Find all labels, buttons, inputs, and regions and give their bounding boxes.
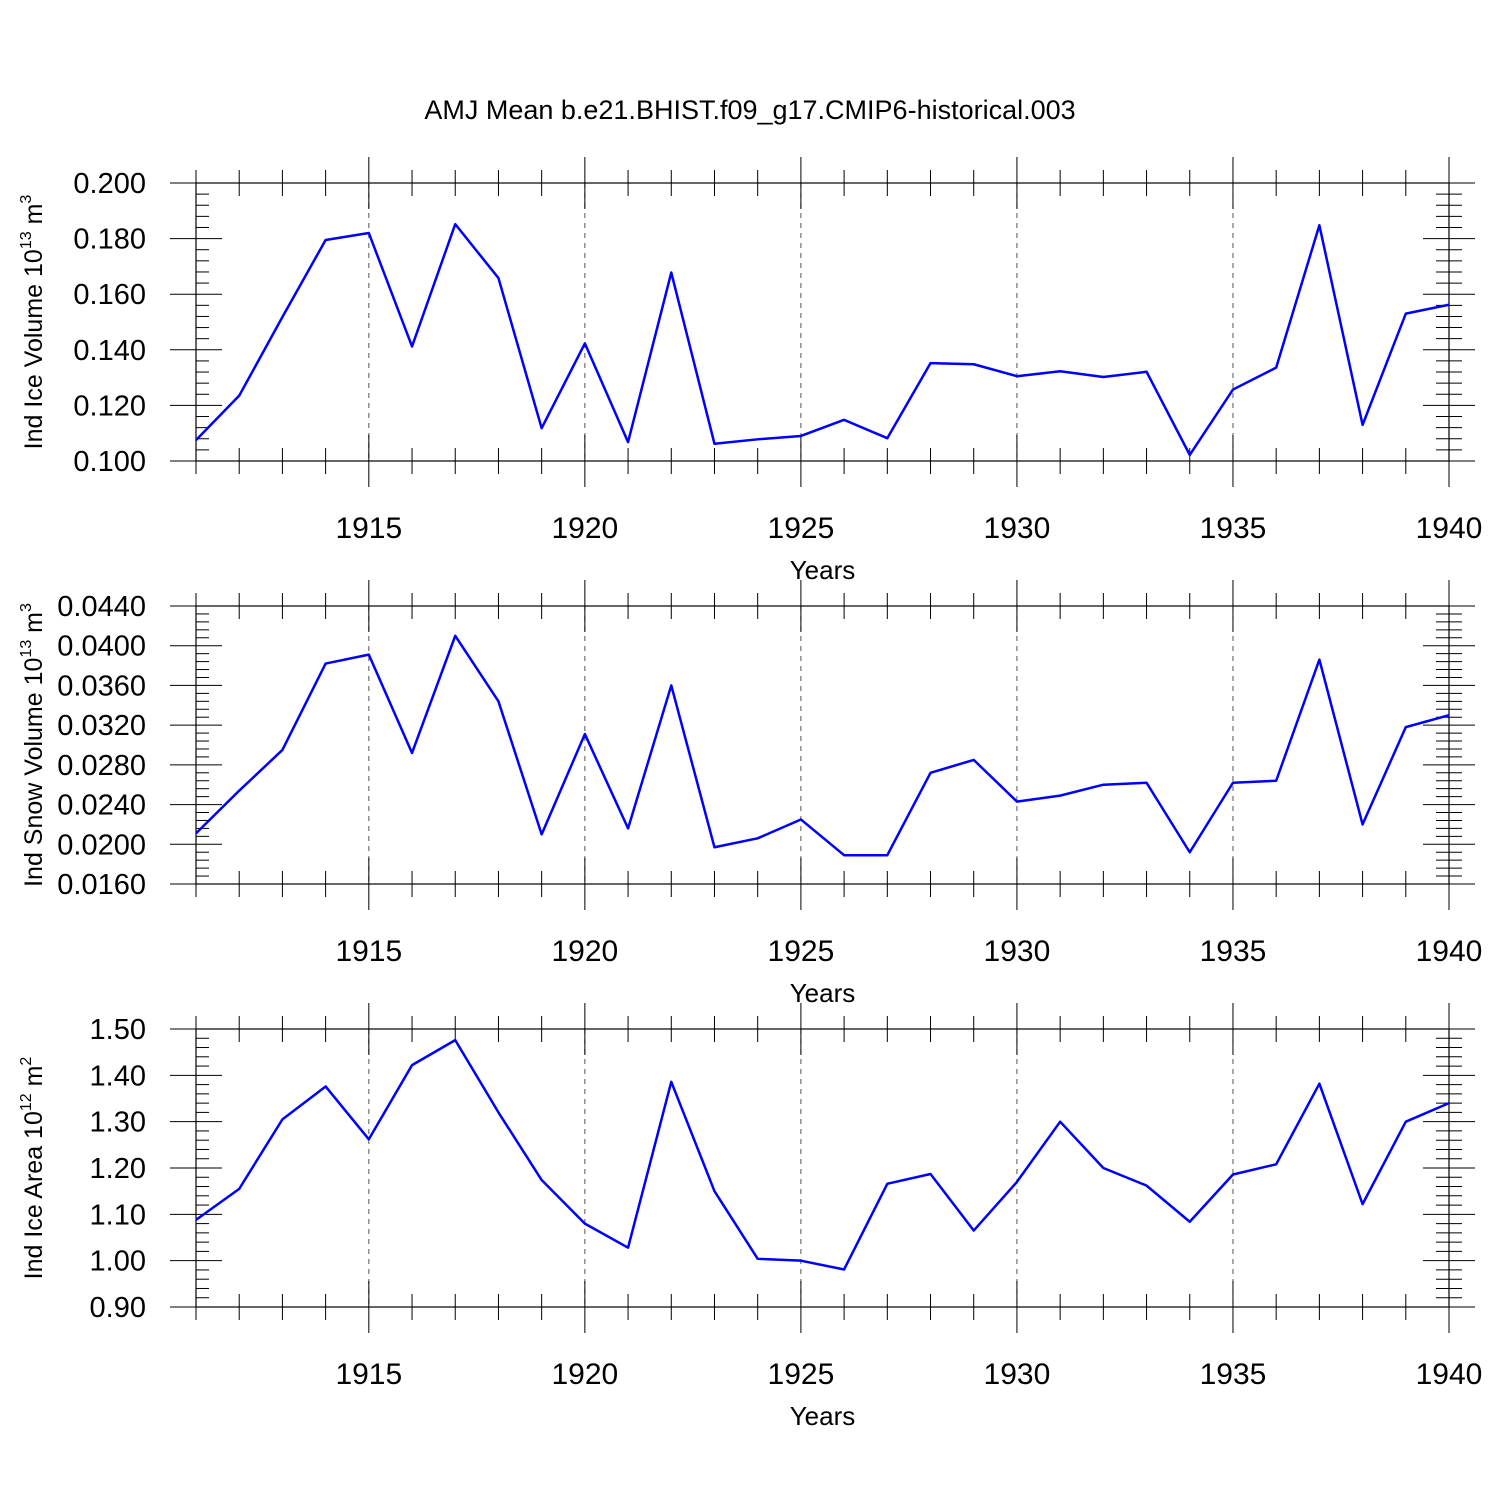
x-tick-label: 1925: [768, 512, 835, 545]
y-tick-label: 0.100: [73, 446, 146, 478]
plot-frame: [195, 182, 1450, 462]
y-tick-label: 1.30: [90, 1107, 146, 1139]
x-axis-label: Years: [790, 978, 856, 1008]
x-tick-label: 1915: [335, 1358, 402, 1391]
x-tick-label: 1930: [984, 1358, 1051, 1391]
y-tick-label: 0.0360: [57, 670, 146, 702]
series-line: [195, 634, 1450, 857]
y-tick-label: 1.50: [90, 1014, 146, 1046]
x-axis-label: Years: [790, 555, 856, 585]
chart-title: AMJ Mean b.e21.BHIST.f09_g17.CMIP6-histo…: [424, 95, 1075, 125]
x-tick-label: 1940: [1416, 512, 1483, 545]
x-tick-label: 1925: [768, 1358, 835, 1391]
x-tick-label: 1920: [551, 512, 618, 545]
y-tick-label: 0.0200: [57, 829, 146, 861]
y-tick-label: 0.120: [73, 390, 146, 422]
x-tick-label: 1940: [1416, 1358, 1483, 1391]
plot-frame: [195, 605, 1450, 885]
y-tick-label: 1.00: [90, 1246, 146, 1278]
y-tick-label: 0.0400: [57, 631, 146, 663]
x-tick-label: 1920: [551, 1358, 618, 1391]
y-tick-label: 0.90: [90, 1292, 146, 1324]
y-tick-label: 0.180: [73, 224, 146, 256]
y-tick-label: 0.0320: [57, 710, 146, 742]
y-tick-label: 1.40: [90, 1060, 146, 1092]
y-tick-label: 0.0280: [57, 750, 146, 782]
x-tick-label: 1920: [551, 935, 618, 968]
x-tick-label: 1935: [1200, 512, 1267, 545]
y-tick-label: 0.140: [73, 335, 146, 367]
y-tick-label: 0.0240: [57, 790, 146, 822]
x-tick-label: 1930: [984, 512, 1051, 545]
x-tick-label: 1930: [984, 935, 1051, 968]
x-tick-label: 1940: [1416, 935, 1483, 968]
y-tick-label: 0.160: [73, 279, 146, 311]
y-tick-label: 1.10: [90, 1199, 146, 1231]
x-tick-label: 1935: [1200, 935, 1267, 968]
x-tick-label: 1935: [1200, 1358, 1267, 1391]
y-tick-label: 0.0440: [57, 591, 146, 623]
series-line: [195, 1038, 1450, 1271]
x-tick-label: 1915: [335, 935, 402, 968]
x-tick-label: 1915: [335, 512, 402, 545]
panel-snow-volume: 0.0160 0.0200 0.0240 0.0280 0.0320 0.0360 0.04…: [18, 580, 1482, 1008]
y-axis-label: Ind Snow Volume 1013 m3: [18, 603, 48, 887]
y-axis-label: Ind Ice Volume 1013 m3: [18, 195, 48, 450]
series-line: [195, 222, 1450, 457]
y-tick-label: 0.200: [73, 168, 146, 200]
x-axis-label: Years: [790, 1401, 856, 1431]
panel-ice-volume: 0.100 0.120 0.140 0.160 0.180 0.200 1915 1920 19…: [18, 157, 1482, 585]
x-tick-label: 1925: [768, 935, 835, 968]
y-tick-label: 1.20: [90, 1153, 146, 1185]
panel-ice-area: 0.90 1.00 1.10 1.20 1.30 1.40 1.50 1915 1920 1925…: [18, 1003, 1482, 1431]
y-tick-label: 0.0160: [57, 869, 146, 901]
y-axis-label: Ind Ice Area 1012 m2: [18, 1057, 48, 1280]
